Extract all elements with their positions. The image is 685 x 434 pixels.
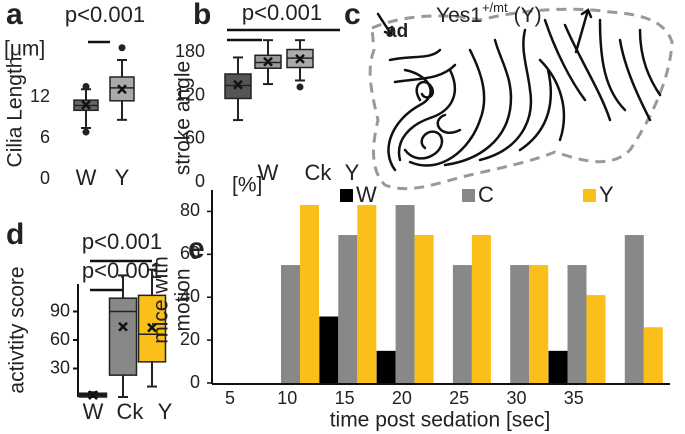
title-main: Yes1 — [436, 4, 482, 27]
x-tick-label: 35 — [564, 388, 584, 408]
bar — [338, 235, 358, 383]
y-tick-label: 20 — [180, 329, 200, 349]
bar — [624, 235, 644, 383]
y-tick-label: 180 — [175, 41, 205, 61]
drawing-label: ad — [386, 21, 408, 42]
legend-label: Y — [599, 182, 614, 207]
outlier — [82, 128, 90, 136]
title-sup: +/mt — [482, 0, 508, 15]
panel-letter: c — [344, 0, 361, 31]
bar — [510, 265, 530, 383]
y-tick-label: 0 — [195, 171, 205, 191]
bar — [281, 265, 300, 383]
x-tick-label: 25 — [449, 388, 469, 408]
annotation: p<0.001 — [242, 0, 322, 25]
panel-letter: d — [6, 218, 24, 251]
y-tick-label: 60 — [185, 128, 205, 148]
bar — [395, 205, 415, 383]
outlier — [82, 83, 90, 91]
bar — [319, 316, 339, 383]
mean-marker — [147, 322, 157, 333]
legend-swatch — [462, 189, 475, 202]
y-tick-label: 80 — [180, 200, 200, 220]
outlier — [296, 83, 304, 91]
annotation: p<0.001 — [65, 2, 145, 27]
x-tick-label: 5 — [225, 388, 235, 408]
x-tick-label: 30 — [506, 388, 526, 408]
y-tick-label: 0 — [190, 372, 200, 392]
outlier — [118, 44, 126, 52]
bar — [452, 265, 472, 383]
title-suffix: (Y) — [514, 4, 542, 27]
annotation: p<0.001 — [82, 229, 162, 254]
x-tick-label: Ck — [305, 160, 333, 185]
legend-label: C — [478, 182, 494, 207]
y-unit: [%] — [232, 174, 262, 197]
drawing-title: Yes1+/mt (Y) — [436, 0, 542, 26]
panel-letter: a — [6, 0, 23, 31]
x-tick-label: 10 — [277, 388, 297, 408]
mean-marker — [233, 79, 243, 90]
annotation: p<0.001 — [82, 258, 162, 283]
bar — [414, 235, 434, 383]
mean-marker — [118, 321, 128, 332]
legend-swatch — [583, 189, 596, 202]
x-tick-label: 20 — [392, 388, 412, 408]
mean-marker — [81, 99, 91, 110]
mean-marker — [295, 53, 305, 64]
x-tick-label: 15 — [335, 388, 355, 408]
bar — [357, 205, 377, 383]
panel-letter: e — [188, 232, 205, 265]
bar — [300, 205, 319, 383]
x-tick-label: Ck — [117, 399, 145, 424]
box — [108, 297, 138, 376]
x-tick-label: Y — [158, 399, 173, 424]
y-axis-label: activtity score — [6, 266, 29, 393]
y-axis-label: motion — [172, 268, 195, 331]
bar — [643, 327, 663, 383]
x-tick-label: W — [258, 160, 279, 185]
y-unit: [μm] — [4, 38, 45, 61]
y-tick-label: 0 — [40, 168, 50, 188]
mean-marker — [88, 390, 98, 400]
y-axis-label: stroke angle — [172, 61, 195, 175]
y-tick-label: 120 — [175, 84, 205, 104]
cilia-drawing — [368, 7, 674, 191]
bar — [471, 235, 491, 383]
x-axis-label: time post sedation [sec] — [330, 409, 551, 432]
y-tick-label: 40 — [180, 286, 200, 306]
mean-marker — [263, 56, 273, 67]
y-tick-label: 12 — [30, 86, 50, 106]
legend-label: W — [356, 182, 377, 207]
y-tick-label: 60 — [180, 243, 200, 263]
x-tick-label: W — [76, 165, 97, 190]
y-tick-label: 30 — [50, 357, 70, 377]
y-tick-label: 6 — [40, 127, 50, 147]
y-axis-label: mice with — [150, 256, 173, 344]
y-tick-label: 90 — [50, 300, 70, 320]
bar — [529, 265, 549, 383]
x-tick-label: W — [83, 399, 104, 424]
x-tick-label: Y — [345, 160, 360, 185]
x-tick-label: Y — [115, 165, 130, 190]
bar — [548, 350, 568, 383]
y-axis-label: Cilia Length — [4, 57, 27, 168]
panel-letter: b — [193, 0, 211, 31]
bar — [567, 265, 587, 383]
bar — [376, 350, 396, 383]
y-tick-label: 60 — [50, 329, 70, 349]
mean-marker — [117, 84, 127, 95]
legend-swatch — [340, 189, 353, 202]
bar — [586, 295, 606, 383]
